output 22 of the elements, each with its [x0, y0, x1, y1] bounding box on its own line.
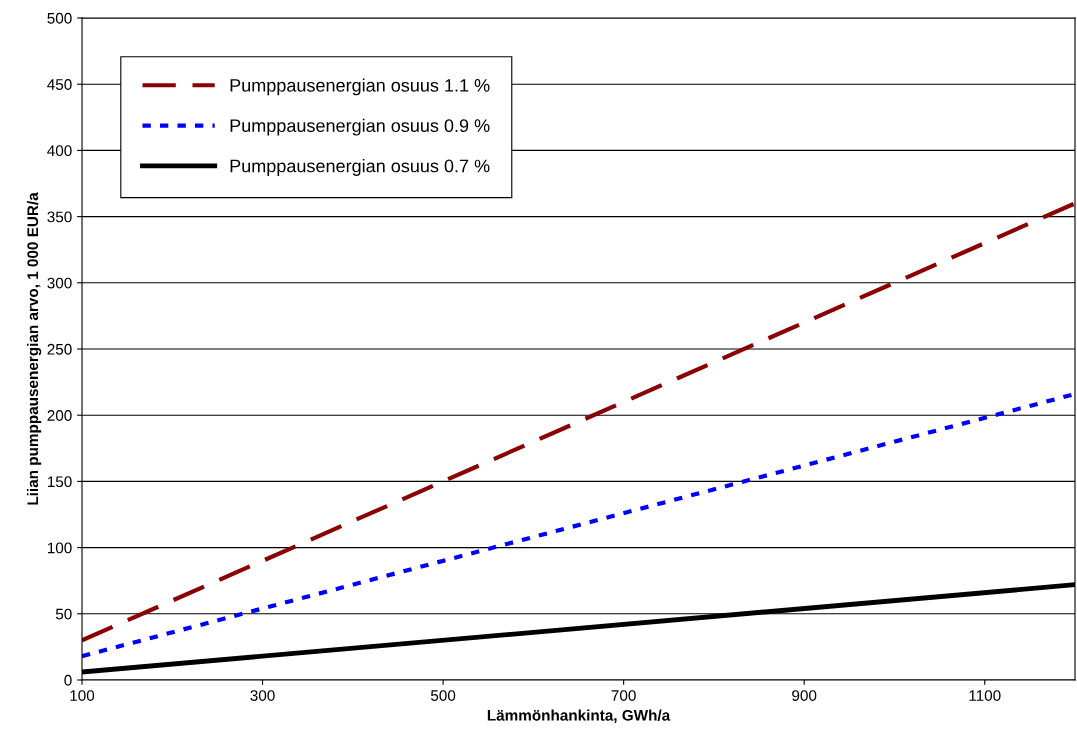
y-tick-label: 300	[47, 277, 72, 289]
y-tick-label: 0	[64, 674, 72, 686]
x-tick-label: 900	[792, 690, 817, 701]
y-tick-label: 350	[47, 211, 72, 223]
y-tick-label: 100	[47, 542, 72, 554]
y-tick-label: 150	[47, 476, 72, 488]
y-tick-label: 400	[47, 145, 72, 157]
y-tick-label: 50	[55, 608, 72, 620]
legend-label: Pumppausenergian osuus 0.7 %	[230, 159, 490, 176]
x-tick-label: 500	[430, 690, 456, 701]
x-tick-label: 700	[611, 690, 636, 701]
legend-label: Pumppausenergian osuus 1.1 %	[230, 78, 490, 96]
y-tick-label: 200	[47, 410, 72, 421]
legend-label: Pumppausenergian osuus 0.9 %	[230, 118, 490, 136]
x-tick-label: 300	[250, 690, 275, 701]
y-tick-label: 500	[47, 12, 72, 24]
x-axis-title: Lämmönhankinta, GWh/a	[487, 709, 671, 723]
x-tick-label: 1100	[969, 690, 1001, 701]
y-axis-title: Liian pumppausenergian arvo, 1 000 EUR/a	[26, 192, 42, 505]
y-tick-label: 250	[47, 343, 72, 355]
y-tick-label: 450	[47, 79, 72, 90]
x-tick-label: 100	[70, 690, 95, 701]
